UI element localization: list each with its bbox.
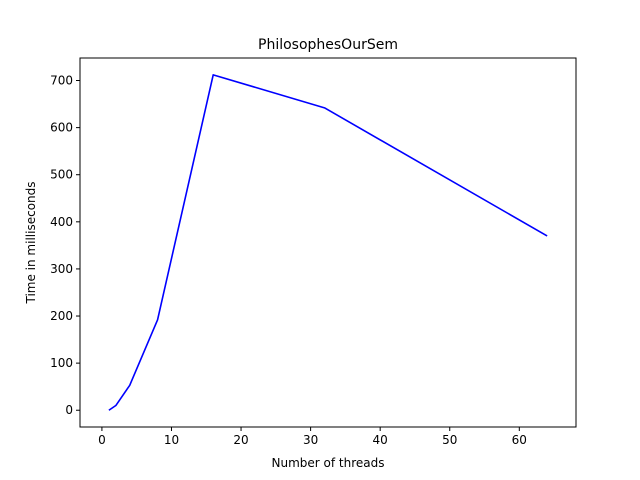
y-tick-label: 400: [50, 215, 73, 229]
y-tick-label: 300: [50, 262, 73, 276]
axes-frame: [79, 57, 577, 428]
x-tick-label: 0: [98, 433, 106, 447]
x-tick-label: 20: [233, 433, 248, 447]
y-axis-label: Time in milliseconds: [24, 181, 38, 304]
y-tick-label: 100: [50, 356, 73, 370]
y-tick-label: 0: [65, 403, 73, 417]
y-tick-label: 200: [50, 309, 73, 323]
x-tick-label: 30: [303, 433, 318, 447]
x-tick-label: 60: [512, 433, 527, 447]
chart-title: PhilosophesOurSem: [258, 37, 398, 53]
x-tick-label: 40: [373, 433, 388, 447]
y-tick-label: 700: [50, 74, 73, 88]
x-tick-label: 50: [442, 433, 457, 447]
series-line: [108, 74, 548, 411]
y-tick-label: 600: [50, 121, 73, 135]
x-tick-label: 10: [164, 433, 179, 447]
y-tick-label: 500: [50, 168, 73, 182]
x-axis-label: Number of threads: [272, 456, 385, 470]
